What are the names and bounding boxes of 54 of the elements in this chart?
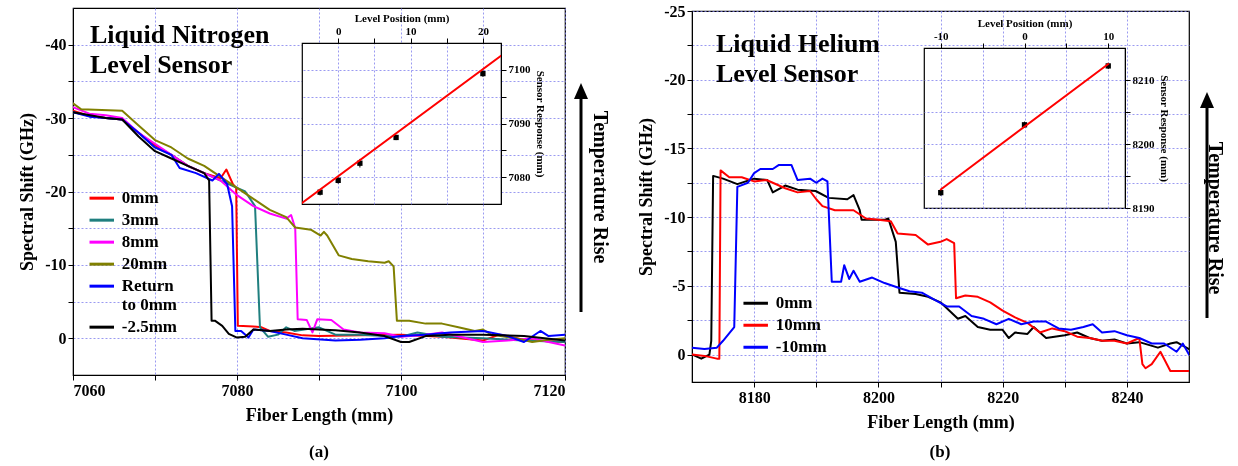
y-tick-label: 8200 bbox=[1132, 137, 1155, 150]
x-tick-label: 8180 bbox=[738, 388, 771, 406]
x-tick-label: 0 bbox=[1022, 29, 1029, 42]
legend-label: 3mm bbox=[121, 210, 159, 230]
legend-label: Return to 0mm bbox=[121, 276, 177, 315]
x-axis-title: Fiber Length (mm) bbox=[245, 404, 394, 426]
y-axis-title: Sensor Response (mm) bbox=[533, 70, 547, 178]
legend-label: 20mm bbox=[121, 254, 168, 274]
y-tick-label: -10 bbox=[45, 256, 67, 274]
y-tick-label: -15 bbox=[664, 139, 686, 157]
legend-label: 8mm bbox=[121, 232, 159, 252]
y-tick-label: -10 bbox=[664, 208, 686, 226]
x-tick-label: -10 bbox=[933, 29, 950, 42]
text: Liquid Helium Level Sensor bbox=[716, 29, 881, 88]
legend-label: 10mm bbox=[775, 315, 822, 335]
x-tick-label: 7080 bbox=[221, 381, 254, 399]
x-tick-label: 7120 bbox=[533, 381, 566, 399]
legend-label: 0mm bbox=[775, 293, 813, 313]
x-tick-label: 10 bbox=[1103, 29, 1115, 42]
y-tick-label: -30 bbox=[45, 109, 67, 127]
x-tick-label: 8240 bbox=[1111, 388, 1144, 406]
x-axis-title: Level Position (mm) bbox=[354, 11, 450, 25]
legend-label: -10mm bbox=[775, 337, 827, 357]
y-tick-label: -20 bbox=[45, 183, 67, 200]
y-tick-label: 0 bbox=[677, 346, 686, 364]
y-tick-label: -20 bbox=[664, 71, 686, 89]
legend-label: 0mm bbox=[121, 188, 159, 208]
y-tick-label: -5 bbox=[672, 277, 686, 295]
y-axis-title: Spectral Shift (GHz) bbox=[636, 118, 658, 276]
x-axis-title: Level Position (mm) bbox=[977, 16, 1073, 30]
x-tick-label: 8220 bbox=[987, 388, 1020, 406]
legend-label: -2.5mm bbox=[121, 317, 177, 337]
x-tick-label: 10 bbox=[405, 24, 418, 37]
y-tick-label: -25 bbox=[664, 2, 686, 20]
y-tick-label: 7090 bbox=[508, 117, 531, 129]
y-axis-title: Sensor Response (mm) bbox=[1157, 75, 1171, 183]
y-tick-label: 7100 bbox=[508, 63, 531, 76]
text: Temperature Rise bbox=[589, 110, 612, 264]
x-axis-title: Fiber Length (mm) bbox=[867, 411, 1015, 433]
text: (a) bbox=[309, 442, 329, 461]
x-tick-label: 0 bbox=[335, 24, 342, 37]
text: (b) bbox=[929, 442, 951, 461]
y-tick-label: 8210 bbox=[1132, 73, 1155, 86]
y-tick-label: -40 bbox=[45, 36, 67, 54]
x-tick-label: 8200 bbox=[862, 388, 895, 406]
y-tick-label: 0 bbox=[58, 329, 67, 347]
text: Temperature Rise bbox=[1204, 141, 1227, 295]
x-tick-label: 7100 bbox=[385, 381, 418, 399]
y-axis-title: Spectral Shift (GHz) bbox=[17, 113, 39, 271]
y-tick-label: 7080 bbox=[508, 170, 531, 183]
x-tick-label: 20 bbox=[477, 24, 490, 37]
x-tick-label: 7060 bbox=[73, 381, 106, 399]
text: Liquid Nitrogen Level Sensor bbox=[90, 20, 270, 79]
y-tick-label: 8190 bbox=[1132, 201, 1155, 214]
